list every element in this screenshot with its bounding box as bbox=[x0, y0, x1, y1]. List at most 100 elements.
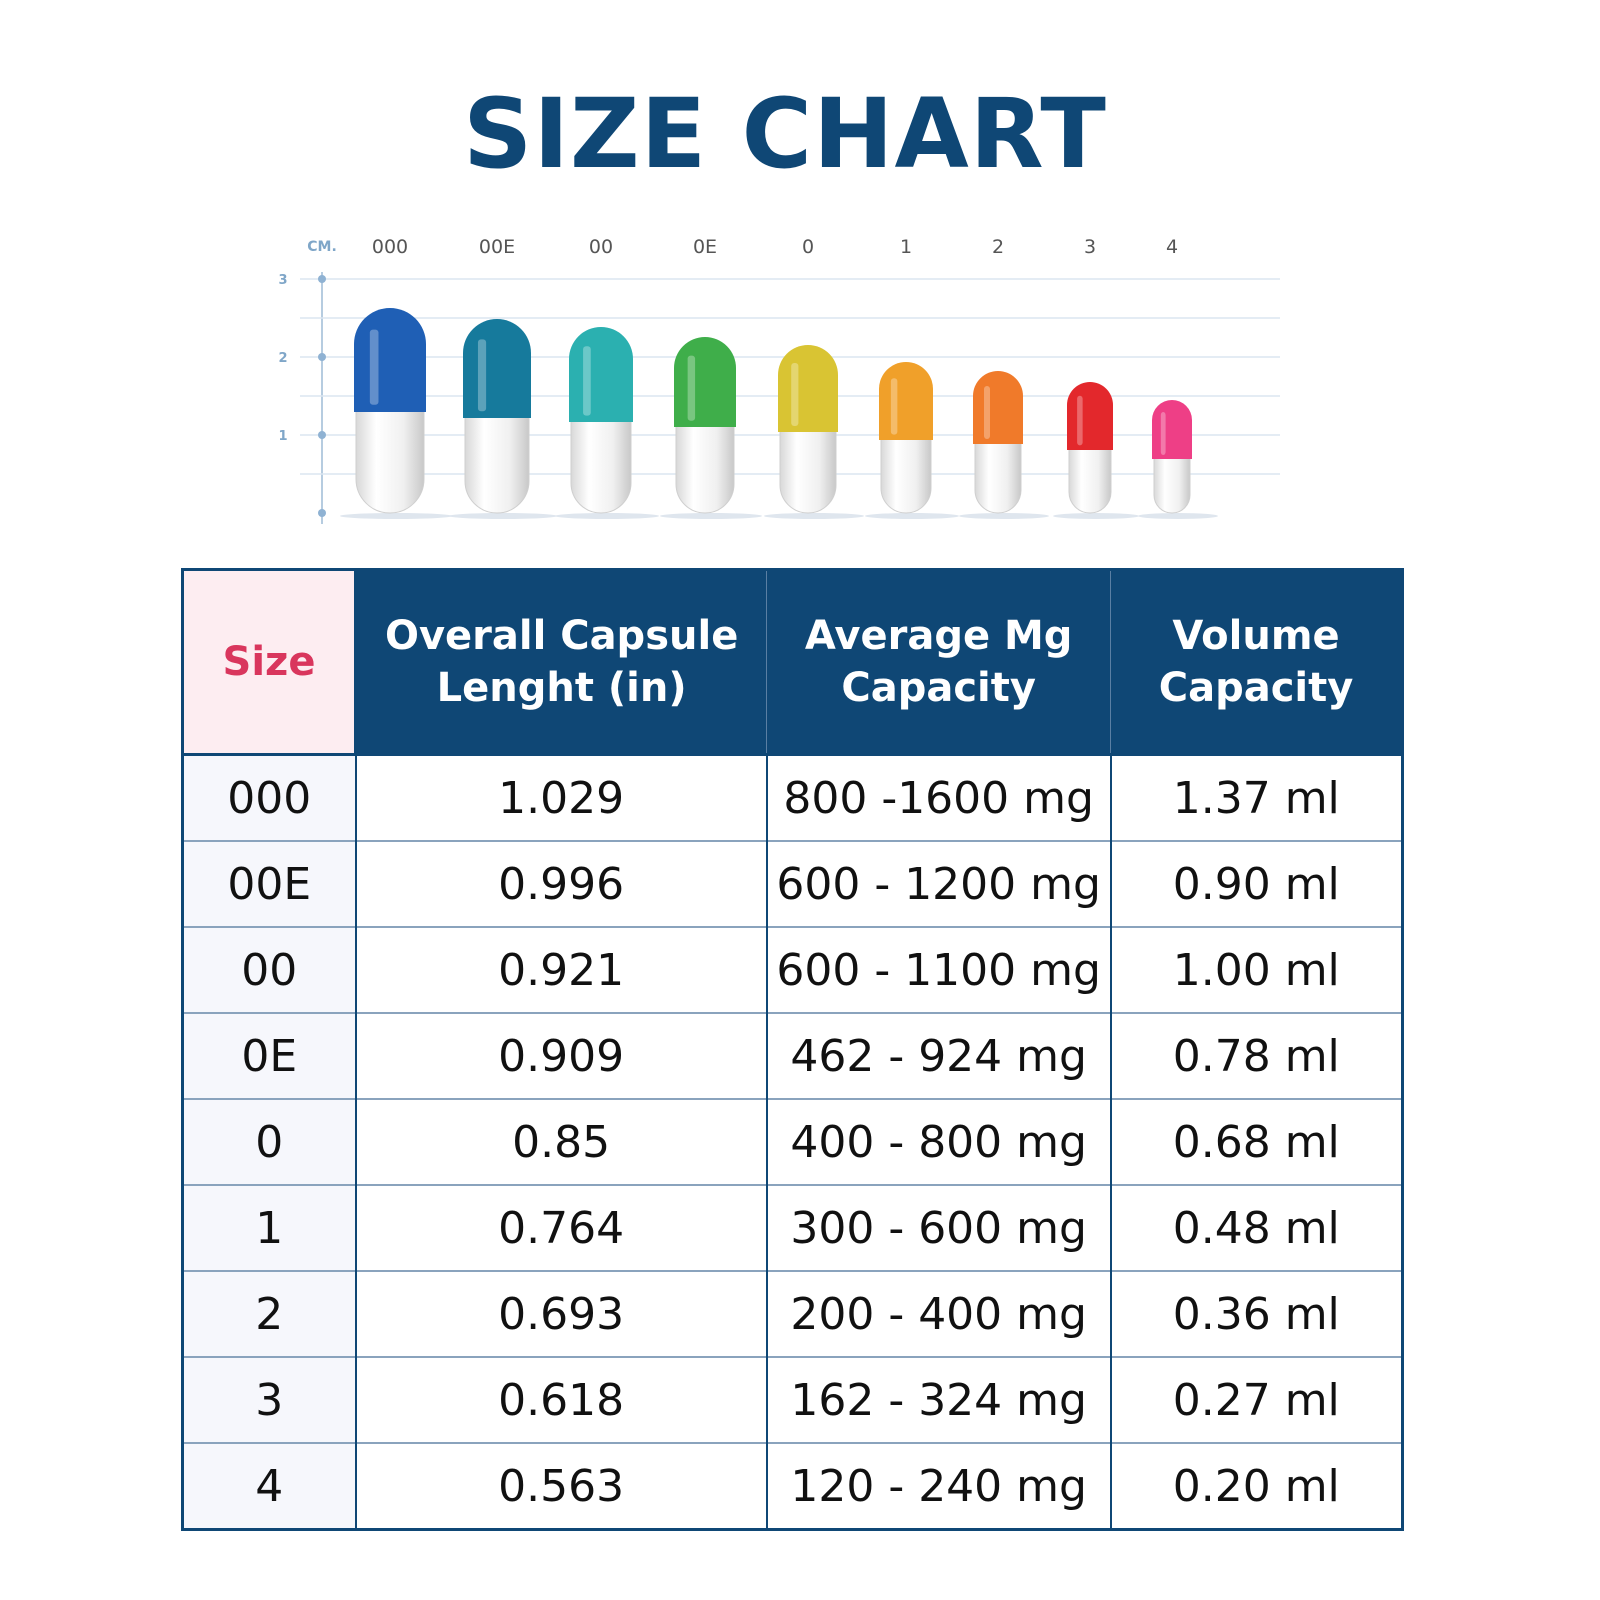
capsule-cap bbox=[354, 308, 426, 412]
table-row: 0E 0.909 462 - 924 mg 0.78 ml bbox=[182, 1012, 1403, 1099]
length-cell: 0.996 bbox=[354, 840, 767, 927]
y-tick-label: 1 bbox=[278, 429, 287, 444]
length-cell: 0.764 bbox=[354, 1184, 767, 1271]
capsule-body bbox=[880, 433, 932, 514]
capsule-cap bbox=[463, 319, 531, 418]
size-cell: 000 bbox=[182, 753, 356, 841]
table-row: 00E 0.996 600 - 1200 mg 0.90 ml bbox=[182, 840, 1403, 927]
capsule-highlight bbox=[1160, 412, 1166, 455]
volume-cell: 0.90 ml bbox=[1109, 840, 1403, 927]
capsule-shadow bbox=[340, 513, 452, 519]
capsule-cap bbox=[674, 337, 736, 427]
capsule-cap bbox=[778, 345, 838, 432]
mg-capacity-cell: 162 - 324 mg bbox=[765, 1356, 1111, 1443]
capsule-shadow bbox=[1138, 513, 1218, 519]
axis-tick-dot bbox=[318, 509, 326, 517]
volume-cell: 0.68 ml bbox=[1109, 1098, 1403, 1185]
size-cell: 00 bbox=[182, 926, 356, 1013]
size-cell: 0E bbox=[182, 1012, 356, 1099]
capsule-body bbox=[570, 415, 632, 514]
table-header-row: Size Overall Capsule Lenght (in) Average M… bbox=[182, 569, 1403, 755]
volume-cell: 0.20 ml bbox=[1109, 1442, 1403, 1530]
capsule-shadow bbox=[959, 513, 1049, 519]
capsule-00: 00 bbox=[555, 236, 659, 519]
mg-capacity-cell: 800 -1600 mg bbox=[765, 753, 1111, 841]
length-cell: 0.921 bbox=[354, 926, 767, 1013]
capsule-size-label: 2 bbox=[992, 236, 1004, 258]
size-cell: 3 bbox=[182, 1356, 356, 1443]
capsule-highlight bbox=[791, 363, 799, 426]
size-table: Size Overall Capsule Lenght (in) Average M… bbox=[181, 568, 1404, 1531]
length-cell: 0.618 bbox=[354, 1356, 767, 1443]
table-row: 0 0.85 400 - 800 mg 0.68 ml bbox=[182, 1098, 1403, 1185]
capsule-size-label: 1 bbox=[900, 236, 912, 258]
mg-capacity-cell: 600 - 1200 mg bbox=[765, 840, 1111, 927]
capsule-size-label: 3 bbox=[1084, 236, 1096, 258]
volume-cell: 1.00 ml bbox=[1109, 926, 1403, 1013]
capsule-size-label: 4 bbox=[1166, 236, 1178, 258]
capsule-highlight bbox=[984, 386, 990, 439]
size-cell: 4 bbox=[182, 1442, 356, 1530]
mg-capacity-cell: 300 - 600 mg bbox=[765, 1184, 1111, 1271]
axis-tick-dot bbox=[318, 275, 326, 283]
size-cell: 2 bbox=[182, 1270, 356, 1357]
mg-capacity-cell: 400 - 800 mg bbox=[765, 1098, 1111, 1185]
capsule-cap bbox=[973, 371, 1023, 444]
volume-cell: 0.27 ml bbox=[1109, 1356, 1403, 1443]
capsule-shadow bbox=[865, 513, 959, 519]
capsule-shadow bbox=[660, 513, 762, 519]
column-header: Average Mg Capacity bbox=[766, 569, 1111, 755]
capsule-body bbox=[464, 411, 530, 514]
capsule-size-illustration: CM. 3 2 1 000 00E 00 0E 0 1 2 3 4 bbox=[278, 236, 1280, 524]
size-cell: 1 bbox=[182, 1184, 356, 1271]
column-header: Size bbox=[182, 569, 357, 755]
capsule-000: 000 bbox=[340, 236, 452, 519]
page-title: SIZE CHART bbox=[463, 78, 1107, 190]
mg-capacity-cell: 600 - 1100 mg bbox=[765, 926, 1111, 1013]
capsule-0: 0 bbox=[764, 236, 864, 519]
volume-cell: 0.48 ml bbox=[1109, 1184, 1403, 1271]
capsule-body bbox=[779, 425, 837, 514]
capsule-0E: 0E bbox=[660, 236, 762, 519]
table-row: 4 0.563 120 - 240 mg 0.20 ml bbox=[182, 1442, 1403, 1530]
table-row: 00 0.921 600 - 1100 mg 1.00 ml bbox=[182, 926, 1403, 1013]
column-header: Volume Capacity bbox=[1110, 569, 1403, 755]
table-row: 3 0.618 162 - 324 mg 0.27 ml bbox=[182, 1356, 1403, 1443]
capsule-highlight bbox=[687, 355, 696, 421]
capsule-1: 1 bbox=[865, 236, 959, 519]
table-row: 2 0.693 200 - 400 mg 0.36 ml bbox=[182, 1270, 1403, 1357]
y-tick-label: 3 bbox=[278, 273, 287, 288]
capsule-shadow bbox=[449, 513, 557, 519]
length-cell: 0.693 bbox=[354, 1270, 767, 1357]
unit-label: CM. bbox=[307, 239, 337, 255]
capsule-body bbox=[355, 405, 425, 514]
capsule-highlight bbox=[1077, 395, 1083, 446]
size-cell: 00E bbox=[182, 840, 356, 927]
capsule-size-label: 0E bbox=[693, 236, 717, 258]
capsule-3: 3 bbox=[1053, 236, 1139, 519]
mg-capacity-cell: 200 - 400 mg bbox=[765, 1270, 1111, 1357]
capsule-cap bbox=[879, 362, 933, 440]
capsule-highlight bbox=[477, 339, 487, 412]
volume-cell: 0.36 ml bbox=[1109, 1270, 1403, 1357]
capsule-cap bbox=[569, 327, 633, 422]
y-tick-label: 2 bbox=[278, 351, 287, 366]
capsule-highlight bbox=[890, 378, 898, 435]
mg-capacity-cell: 462 - 924 mg bbox=[765, 1012, 1111, 1099]
capsule-4: 4 bbox=[1138, 236, 1218, 519]
capsule-size-label: 00E bbox=[479, 236, 515, 258]
capsule-body bbox=[1068, 443, 1112, 514]
axis-tick-dot bbox=[318, 431, 326, 439]
capsule-size-label: 000 bbox=[372, 236, 408, 258]
capsule-shadow bbox=[764, 513, 864, 519]
length-cell: 0.909 bbox=[354, 1012, 767, 1099]
size-cell: 0 bbox=[182, 1098, 356, 1185]
capsule-size-label: 00 bbox=[589, 236, 613, 258]
capsule-highlight bbox=[369, 329, 379, 405]
volume-cell: 1.37 ml bbox=[1109, 753, 1403, 841]
capsule-shadow bbox=[555, 513, 659, 519]
capsule-body bbox=[974, 437, 1022, 514]
length-cell: 1.029 bbox=[354, 753, 767, 841]
capsule-shadow bbox=[1053, 513, 1139, 519]
axis-tick-dot bbox=[318, 353, 326, 361]
